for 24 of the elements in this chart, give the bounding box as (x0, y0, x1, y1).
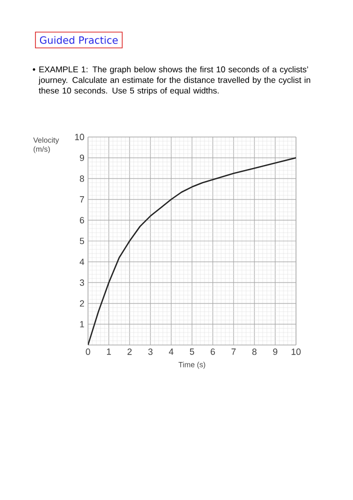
x-tick-label: 3 (148, 348, 153, 355)
x-tick-label: 1 (106, 348, 111, 355)
y-tick-label: 2 (80, 300, 84, 307)
x-tick-label: 5 (190, 348, 194, 355)
x-tick-label: 10 (292, 348, 301, 355)
x-tick-label: 9 (273, 348, 278, 355)
y-tick-label: 10 (75, 134, 84, 140)
y-tick-label: 6 (80, 217, 84, 224)
y-tick-label: 5 (80, 238, 84, 244)
x-tick-label: 4 (168, 348, 174, 355)
x-tick-label: 7 (232, 348, 236, 355)
y-tick-label: 7 (80, 196, 84, 202)
x-tick-label: 6 (210, 348, 215, 355)
x-tick-label: 8 (252, 348, 257, 355)
chart-title: Guided Practice (40, 36, 118, 44)
x-tick-label: 2 (128, 348, 132, 355)
x-tick-label: 0 (86, 348, 90, 355)
y-tick-label: 8 (80, 175, 84, 182)
y-tick-label: 9 (80, 154, 84, 161)
chart-subtitle: EXAMPLE 1: The graph below shows the first 10 seconds of a cyclists’ journey. Calculate an estimate for the distance travelled by the cyclist in these 10 seconds. Use 5 strips of equal widths. (38, 66, 310, 96)
y-tick-label: 3 (80, 279, 84, 286)
y-tick-label: 4 (80, 258, 84, 265)
line-series (88, 157, 296, 345)
y-tick-label: 1 (80, 321, 84, 328)
